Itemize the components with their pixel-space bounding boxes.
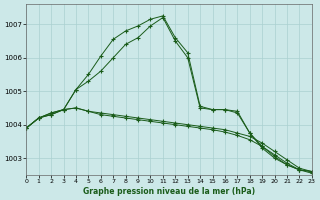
X-axis label: Graphe pression niveau de la mer (hPa): Graphe pression niveau de la mer (hPa) — [83, 187, 255, 196]
